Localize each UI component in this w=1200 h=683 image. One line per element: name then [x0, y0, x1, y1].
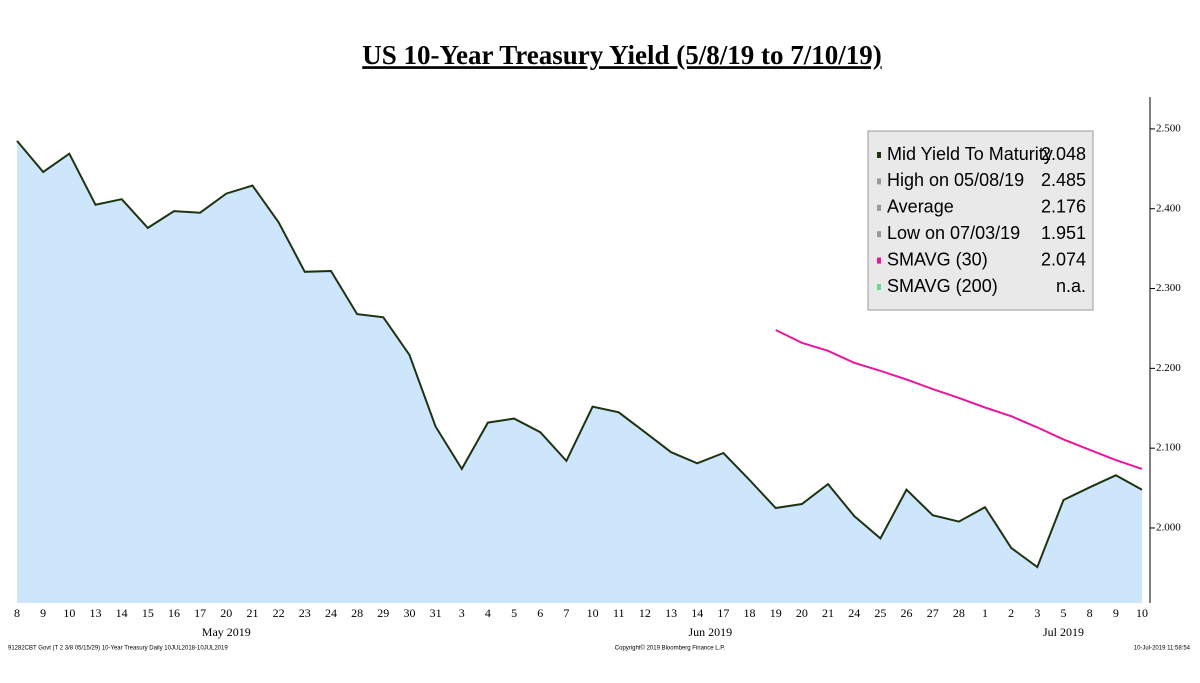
x-tick-label: 4: [485, 606, 491, 620]
legend-marker: [877, 231, 881, 238]
legend-value: 2.048: [1041, 144, 1086, 164]
x-tick-label: 14: [116, 606, 128, 620]
x-tick-label: 21: [246, 606, 258, 620]
x-tick-label: 30: [403, 606, 415, 620]
legend-marker: [877, 152, 881, 158]
x-tick-label: 5: [1061, 606, 1067, 620]
line: [775, 329, 1143, 470]
legend-label: High on 05/08/19: [887, 170, 1024, 190]
legend-box: [867, 130, 1094, 311]
x-tick-label: 2: [1008, 606, 1014, 620]
month-label: May 2019: [202, 625, 251, 639]
x-tick-label: 7: [563, 606, 569, 620]
legend-label: SMAVG (30): [887, 249, 988, 269]
x-tick-label: 13: [89, 606, 101, 620]
x-tick-label: 14: [691, 606, 703, 620]
x-tick-label: 22: [273, 606, 285, 620]
y-tick-label: 2.400: [1156, 202, 1181, 214]
x-tick-label: 12: [639, 606, 651, 620]
y-tick-label: 2.300: [1156, 282, 1181, 294]
x-tick-label: 28: [953, 606, 965, 620]
month-label: Jun 2019: [688, 625, 732, 639]
x-tick-label: 29: [377, 606, 389, 620]
x-tick-label: 1: [982, 606, 988, 620]
legend-value: 2.074: [1041, 249, 1086, 269]
legend-value: 1.951: [1041, 223, 1086, 243]
legend-label: Average: [887, 197, 954, 217]
x-tick-label: 20: [796, 606, 808, 620]
y-tick-label: 2.500: [1156, 122, 1181, 134]
x-tick-label: 27: [927, 606, 939, 620]
y-tick-label: 2.100: [1156, 442, 1181, 454]
x-tick-label: 8: [14, 606, 20, 620]
legend-label: SMAVG (200): [887, 276, 998, 296]
y-tick-label: 2.000: [1156, 522, 1181, 534]
x-tick-label: 19: [770, 606, 782, 620]
x-tick-label: 24: [325, 606, 337, 620]
y-tick-label: 2.200: [1156, 362, 1181, 374]
legend-label: Low on 07/03/19: [887, 223, 1020, 243]
x-tick-label: 16: [168, 606, 180, 620]
x-tick-label: 31: [430, 606, 442, 620]
x-tick-label: 17: [194, 606, 206, 620]
footer-left: 91282CBT Govt (T 2 3/8 05/15/29) 10-Year…: [8, 646, 228, 652]
x-tick-label: 8: [1087, 606, 1093, 620]
x-tick-label: 9: [40, 606, 46, 620]
footer-center: Copyright© 2019 Bloomberg Finance L.P.: [615, 645, 726, 652]
x-tick-label: 5: [511, 606, 517, 620]
x-tick-label: 9: [1113, 606, 1119, 620]
x-tick-label: 18: [744, 606, 756, 620]
x-tick-label: 3: [1034, 606, 1040, 620]
footer-right: 10-Jul-2019 11:58:54: [1134, 646, 1191, 652]
x-tick-label: 10: [63, 606, 75, 620]
area: [17, 140, 1142, 603]
x-tick-label: 10: [587, 606, 599, 620]
legend-marker: [877, 284, 881, 290]
legend-marker: [877, 204, 881, 211]
legend-value: 2.485: [1041, 170, 1086, 190]
x-tick-label: 20: [220, 606, 232, 620]
legend-marker: [877, 257, 881, 264]
x-tick-label: 13: [665, 606, 677, 620]
month-label: Jul 2019: [1043, 625, 1084, 639]
x-tick-label: 11: [613, 606, 625, 620]
chart-title: US 10-Year Treasury Yield (5/8/19 to 7/1…: [362, 40, 881, 70]
legend-label: Mid Yield To Maturity: [887, 144, 1053, 164]
x-tick-label: 23: [299, 606, 311, 620]
legend-marker: [877, 178, 881, 185]
x-tick-label: 21: [822, 606, 834, 620]
x-tick-label: 6: [537, 606, 543, 620]
legend-value: 2.176: [1041, 197, 1086, 217]
x-tick-label: 24: [848, 606, 860, 620]
x-tick-label: 28: [351, 606, 363, 620]
x-tick-label: 25: [874, 606, 886, 620]
x-tick-label: 3: [459, 606, 465, 620]
x-tick-label: 26: [901, 606, 913, 620]
x-tick-label: 15: [142, 606, 154, 620]
line: [16, 140, 1143, 569]
legend-value: n.a.: [1056, 276, 1086, 296]
x-tick-label: 17: [717, 606, 729, 620]
x-tick-label: 10: [1136, 606, 1148, 620]
